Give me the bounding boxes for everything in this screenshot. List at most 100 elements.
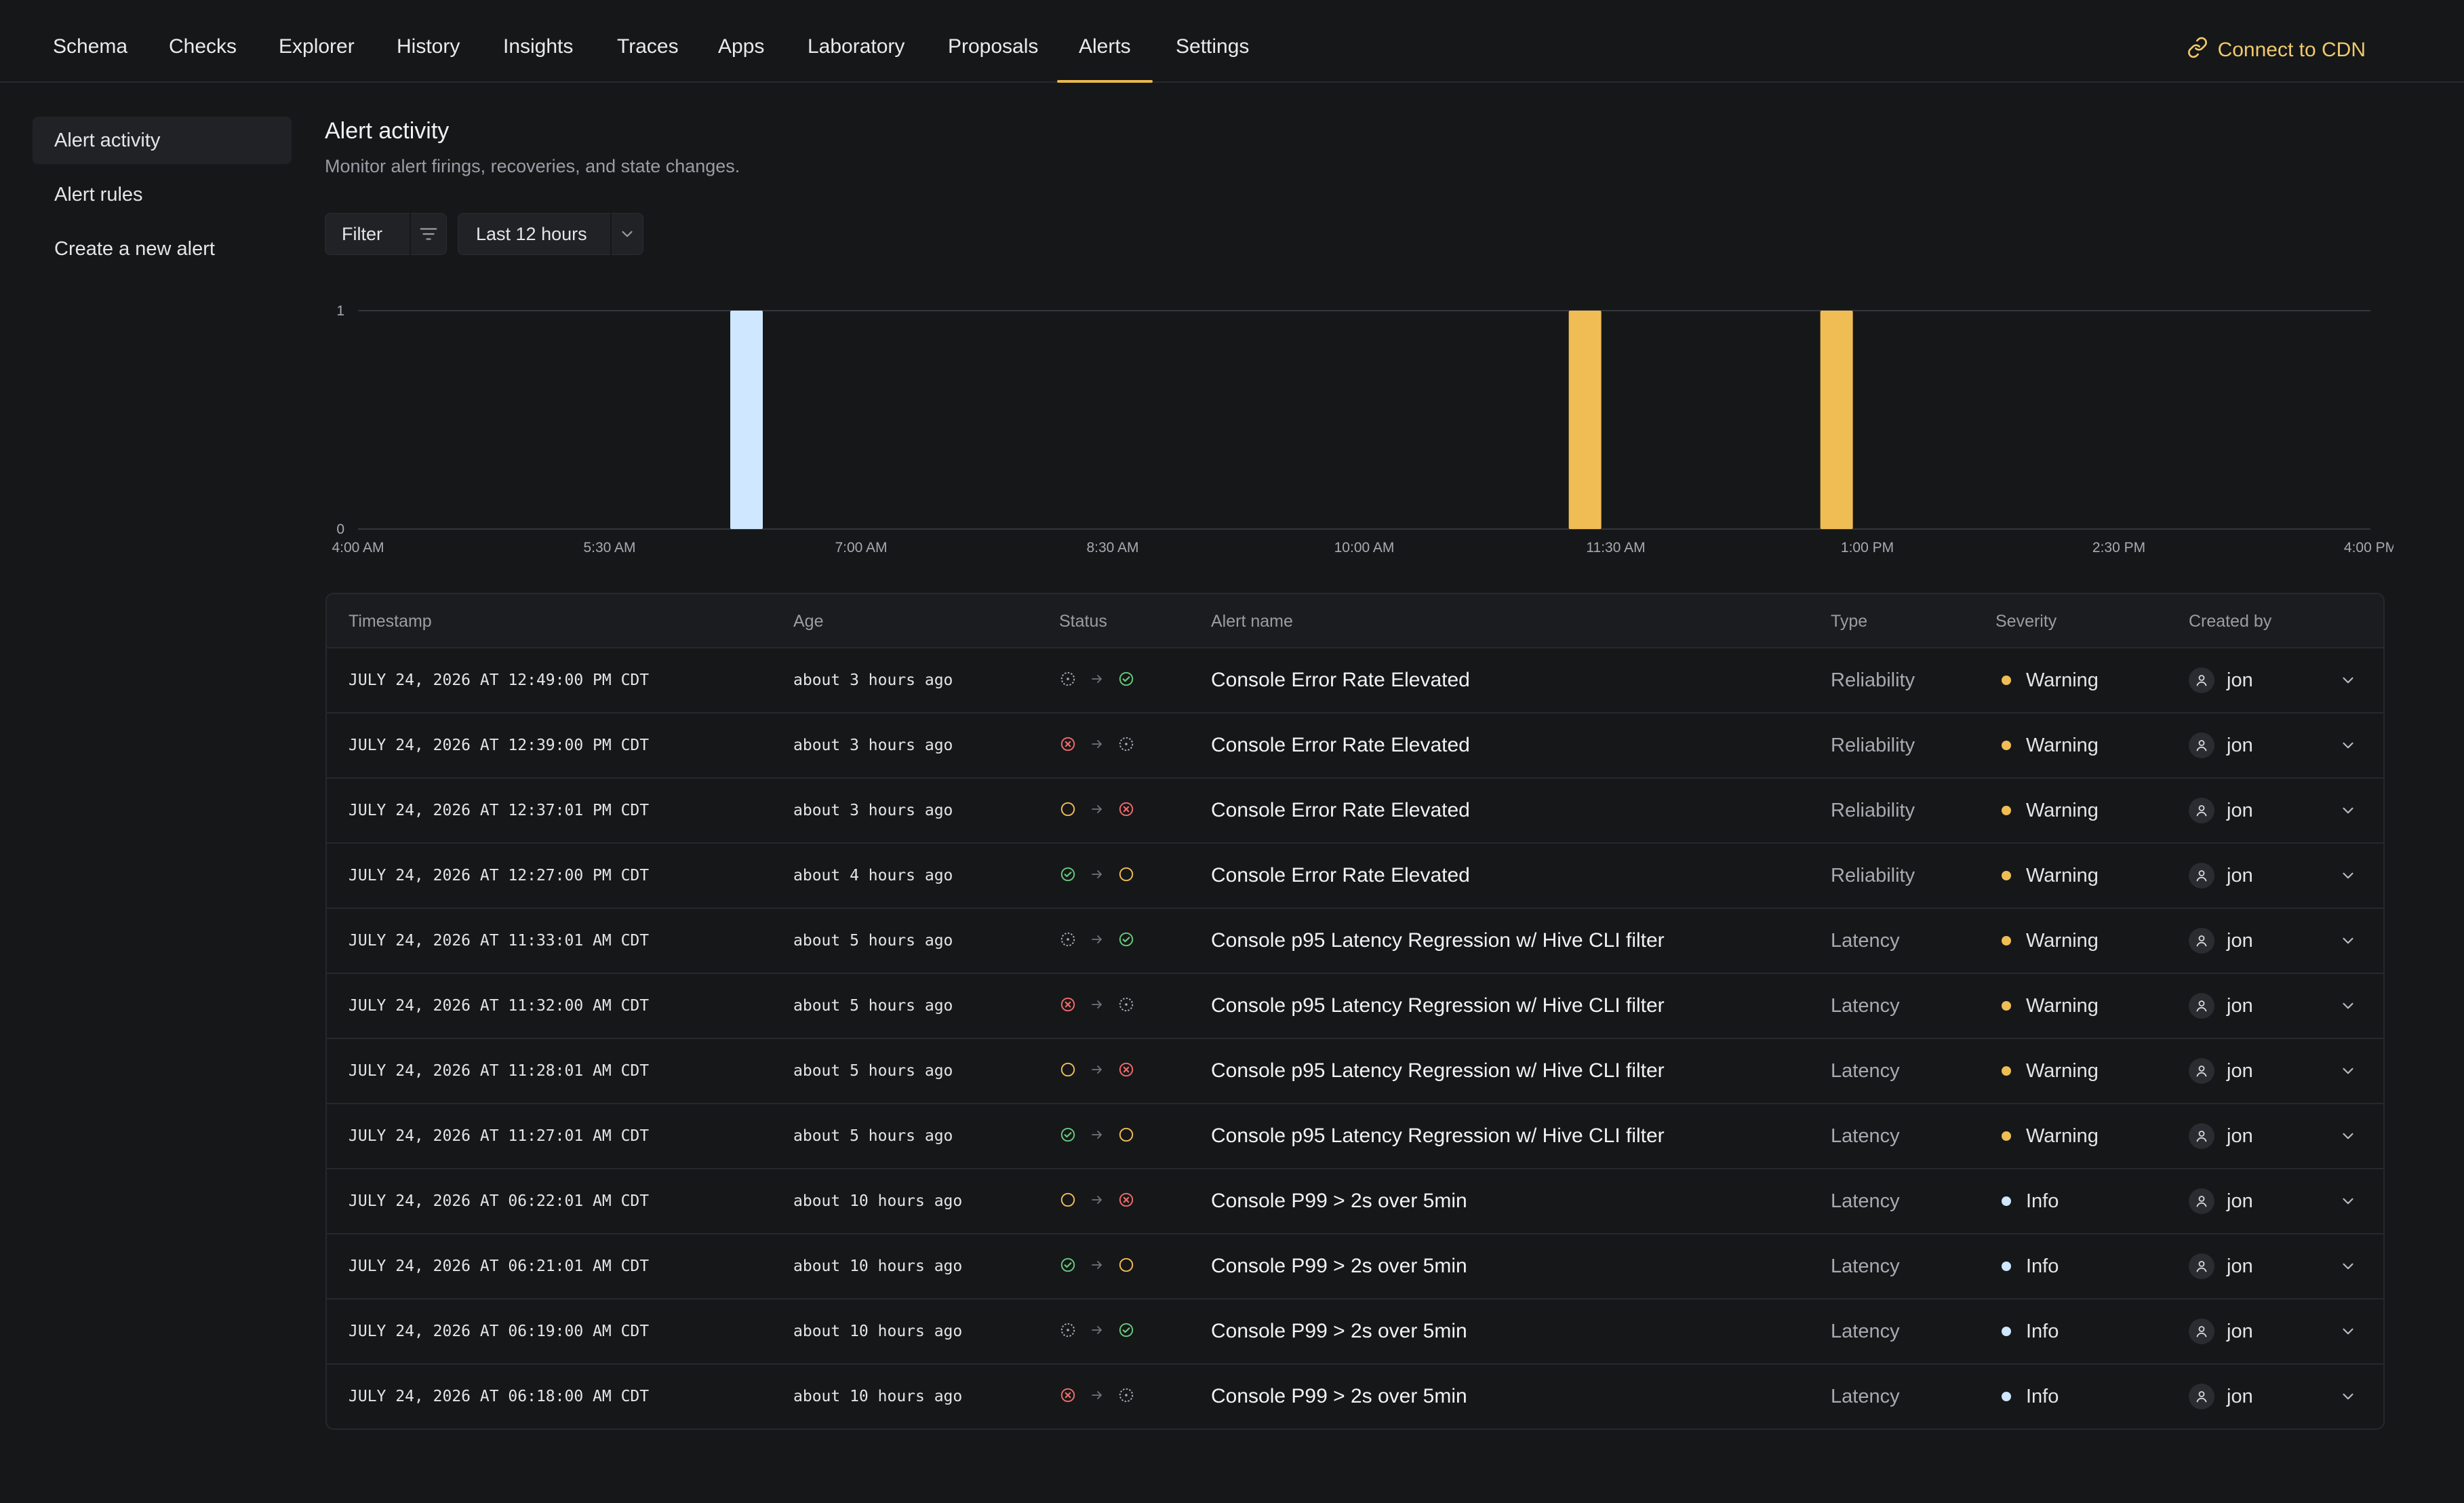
tab-apps[interactable]: Apps <box>718 35 765 58</box>
tab-explorer[interactable]: Explorer <box>279 35 355 58</box>
col-alert-name: Alert name <box>1211 612 1293 631</box>
row-alert-name[interactable]: Console Error Rate Elevated <box>1211 799 1470 821</box>
tab-proposals[interactable]: Proposals <box>948 35 1039 58</box>
table-row[interactable]: JULY 24, 2026 AT 11:27:01 AM CDT about 5 … <box>327 1104 2383 1169</box>
error-status-icon <box>1117 1191 1135 1212</box>
severity-label: Info <box>2026 1385 2059 1407</box>
tab-alerts[interactable]: Alerts <box>1057 35 1153 83</box>
col-created-by: Created by <box>2189 612 2272 631</box>
time-range-select[interactable]: Last 12 hours <box>458 213 643 255</box>
ok-status-icon <box>1117 931 1135 952</box>
expand-row-chevron-icon[interactable] <box>2339 1234 2357 1298</box>
chart-x-tick-label: 1:00 PM <box>1841 540 1894 555</box>
user-name: jon <box>2227 1059 2253 1082</box>
expand-row-chevron-icon[interactable] <box>2339 714 2357 777</box>
expand-row-chevron-icon[interactable] <box>2339 974 2357 1038</box>
expand-row-chevron-icon[interactable] <box>2339 1039 2357 1103</box>
severity-dot <box>2002 1196 2011 1206</box>
user-name: jon <box>2227 799 2253 821</box>
tab-traces[interactable]: Traces <box>617 35 679 58</box>
table-row[interactable]: JULY 24, 2026 AT 06:18:00 AM CDT about 10… <box>327 1365 2383 1428</box>
sidebar-item-alert-rules[interactable]: Alert rules <box>54 184 143 206</box>
row-alert-name[interactable]: Console P99 > 2s over 5min <box>1211 1255 1467 1277</box>
severity-label: Warning <box>2026 1059 2099 1082</box>
row-timestamp: JULY 24, 2026 AT 06:18:00 AM CDT <box>349 1388 650 1405</box>
row-age: about 3 hours ago <box>793 802 953 819</box>
tab-schema[interactable]: Schema <box>53 35 128 58</box>
chart-x-tick-label: 8:30 AM <box>1086 540 1138 555</box>
row-status <box>1059 1039 1135 1103</box>
table-row[interactable]: JULY 24, 2026 AT 11:28:01 AM CDT about 5 … <box>327 1039 2383 1104</box>
table-row[interactable]: JULY 24, 2026 AT 06:19:00 AM CDT about 10… <box>327 1300 2383 1365</box>
table-row[interactable]: JULY 24, 2026 AT 11:32:00 AM CDT about 5 … <box>327 974 2383 1039</box>
table-row[interactable]: JULY 24, 2026 AT 12:49:00 PM CDT about 3 … <box>327 648 2383 714</box>
expand-row-chevron-icon[interactable] <box>2339 909 2357 973</box>
tab-laboratory[interactable]: Laboratory <box>808 35 905 58</box>
row-age: about 3 hours ago <box>793 671 953 689</box>
row-alert-name[interactable]: Console Error Rate Elevated <box>1211 669 1470 691</box>
arrow-right-icon <box>1089 801 1105 821</box>
severity-label: Warning <box>2026 929 2099 952</box>
user-name: jon <box>2227 1125 2253 1147</box>
expand-row-chevron-icon[interactable] <box>2339 1104 2357 1168</box>
row-alert-name[interactable]: Console p95 Latency Regression w/ Hive C… <box>1211 929 1665 952</box>
row-alert-name[interactable]: Console P99 > 2s over 5min <box>1211 1385 1467 1407</box>
row-status <box>1059 1104 1135 1168</box>
expand-row-chevron-icon[interactable] <box>2339 844 2357 907</box>
row-alert-name[interactable]: Console Error Rate Elevated <box>1211 864 1470 886</box>
row-alert-name[interactable]: Console p95 Latency Regression w/ Hive C… <box>1211 1059 1665 1082</box>
chart-bar[interactable] <box>1568 311 1602 529</box>
user-avatar-icon <box>2189 667 2214 693</box>
chart-bar[interactable] <box>730 311 763 529</box>
row-alert-name[interactable]: Console Error Rate Elevated <box>1211 734 1470 756</box>
tab-insights[interactable]: Insights <box>503 35 574 58</box>
table-row[interactable]: JULY 24, 2026 AT 06:22:01 AM CDT about 10… <box>327 1169 2383 1234</box>
user-avatar-icon <box>2189 1253 2214 1279</box>
tab-checks[interactable]: Checks <box>169 35 237 58</box>
table-row[interactable]: JULY 24, 2026 AT 11:33:01 AM CDT about 5 … <box>327 909 2383 974</box>
expand-row-chevron-icon[interactable] <box>2339 779 2357 842</box>
user-avatar-icon <box>2189 1384 2214 1409</box>
row-alert-name[interactable]: Console p95 Latency Regression w/ Hive C… <box>1211 1125 1665 1147</box>
col-type: Type <box>1831 612 1868 631</box>
chart-x-tick-label: 11:30 AM <box>1586 540 1645 555</box>
connect-cdn-button[interactable]: Connect to CDN <box>2187 37 2366 64</box>
col-age: Age <box>793 612 824 631</box>
row-alert-name[interactable]: Console P99 > 2s over 5min <box>1211 1190 1467 1212</box>
table-row[interactable]: JULY 24, 2026 AT 06:21:01 AM CDT about 10… <box>327 1234 2383 1300</box>
arrow-right-icon <box>1089 1127 1105 1146</box>
page-title: Alert activity <box>325 118 450 144</box>
chart-bar[interactable] <box>1820 311 1853 529</box>
table-row[interactable]: JULY 24, 2026 AT 12:39:00 PM CDT about 3 … <box>327 714 2383 779</box>
row-age: about 5 hours ago <box>793 1127 953 1145</box>
sidebar-item-alert-activity[interactable]: Alert activity <box>33 117 292 164</box>
tab-history[interactable]: History <box>397 35 460 58</box>
filter-button[interactable]: Filter <box>325 213 447 255</box>
row-severity: Info <box>2002 1365 2059 1428</box>
expand-row-chevron-icon[interactable] <box>2339 648 2357 712</box>
severity-label: Warning <box>2026 864 2099 886</box>
sidebar-item-create-alert[interactable]: Create a new alert <box>54 238 215 260</box>
severity-dot <box>2002 1262 2011 1271</box>
user-name: jon <box>2227 669 2253 691</box>
expand-row-chevron-icon[interactable] <box>2339 1169 2357 1233</box>
table-row[interactable]: JULY 24, 2026 AT 12:37:01 PM CDT about 3 … <box>327 779 2383 844</box>
alert-activity-table: Timestamp Age Status Alert name Type Sev… <box>325 593 2385 1430</box>
user-avatar-icon <box>2189 1058 2214 1084</box>
expand-row-chevron-icon[interactable] <box>2339 1300 2357 1363</box>
user-name: jon <box>2227 1385 2253 1407</box>
table-row[interactable]: JULY 24, 2026 AT 12:27:00 PM CDT about 4 … <box>327 844 2383 909</box>
row-timestamp: JULY 24, 2026 AT 11:27:01 AM CDT <box>349 1127 650 1145</box>
row-alert-name[interactable]: Console p95 Latency Regression w/ Hive C… <box>1211 994 1665 1017</box>
row-status <box>1059 1234 1135 1298</box>
expand-row-chevron-icon[interactable] <box>2339 1365 2357 1428</box>
arrow-right-icon <box>1089 996 1105 1016</box>
error-status-icon <box>1117 800 1135 821</box>
row-alert-name[interactable]: Console P99 > 2s over 5min <box>1211 1320 1467 1342</box>
warning-status-icon <box>1117 865 1135 886</box>
pending-status-icon <box>1117 1386 1135 1407</box>
row-age: about 5 hours ago <box>793 997 953 1015</box>
row-severity: Warning <box>2002 714 2099 777</box>
error-status-icon <box>1059 1386 1077 1407</box>
tab-settings[interactable]: Settings <box>1176 35 1250 58</box>
